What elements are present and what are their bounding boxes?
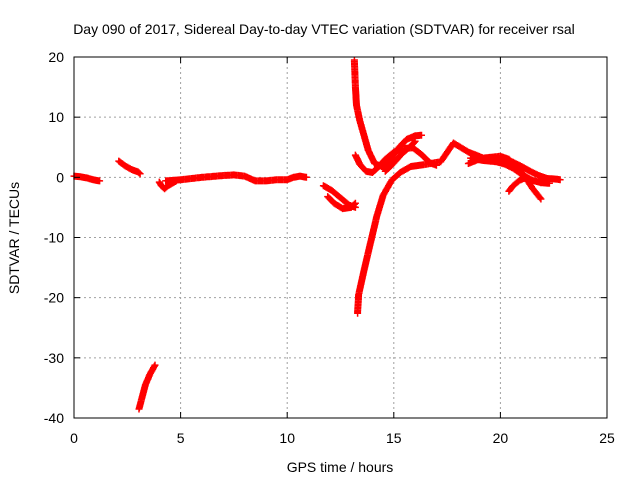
- y-tick-label: -30: [44, 350, 64, 366]
- x-tick-label: 15: [386, 430, 402, 446]
- marker-path: [162, 171, 310, 185]
- y-tick-label: 20: [48, 49, 64, 65]
- tick-labels: 0 5 10 15 20 25 20 10 0 -10 -20 -30 -40: [44, 49, 615, 446]
- chart-title: Day 090 of 2017, Sidereal Day-to-day VTE…: [73, 21, 575, 37]
- y-tick-label: -20: [44, 290, 64, 306]
- data-points: [70, 56, 564, 413]
- x-tick-label: 0: [70, 430, 78, 446]
- y-tick-label: 0: [56, 169, 64, 185]
- series-track-13: [467, 154, 553, 187]
- x-tick-label: 5: [177, 430, 185, 446]
- y-axis-label: SDTVAR / TECUs: [6, 182, 22, 294]
- series-track-05: [162, 171, 310, 185]
- marker-path: [135, 361, 159, 413]
- y-tick-label: -40: [44, 410, 64, 426]
- series-track-02: [115, 157, 144, 178]
- series-track-03: [135, 361, 159, 413]
- x-tick-label: 20: [493, 430, 509, 446]
- series-track-11: [381, 137, 419, 175]
- x-tick-label: 10: [279, 430, 295, 446]
- marker-path: [505, 175, 528, 195]
- grid-lines: [74, 57, 607, 418]
- series-track-07: [324, 193, 359, 213]
- axis-ticks: [73, 56, 608, 419]
- series-track-14: [505, 175, 528, 195]
- x-axis-label: GPS time / hours: [287, 459, 394, 475]
- marker-path: [324, 193, 359, 213]
- marker-path: [381, 137, 419, 175]
- marker-path: [467, 154, 553, 187]
- marker-path: [115, 157, 144, 178]
- y-tick-label: 10: [48, 109, 64, 125]
- y-tick-label: -10: [44, 230, 64, 246]
- x-tick-label: 25: [599, 430, 615, 446]
